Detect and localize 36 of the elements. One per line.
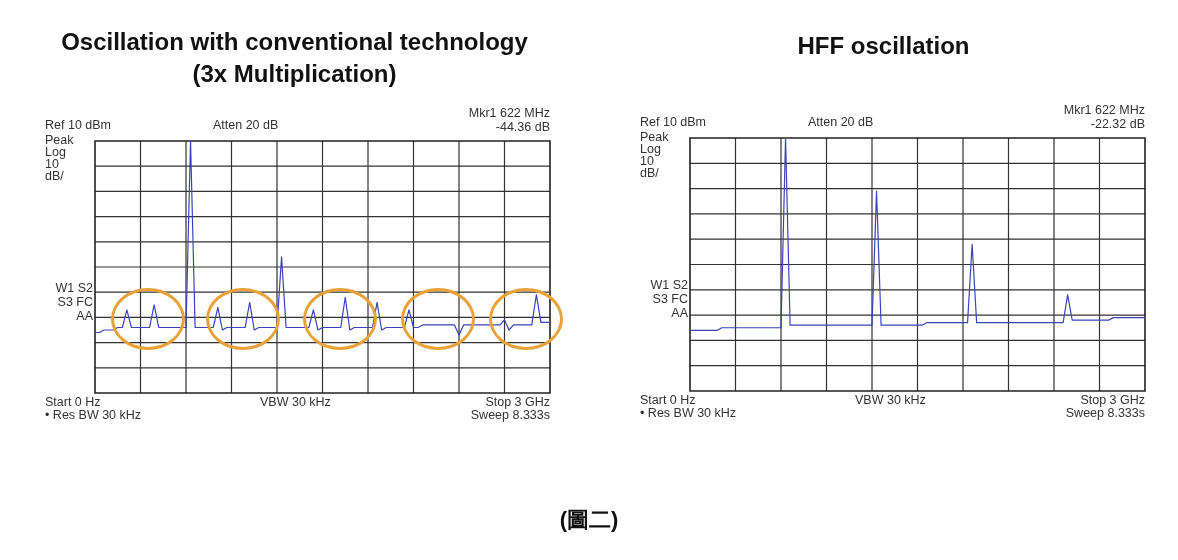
text: 10 <box>640 154 654 168</box>
text: Atten 20 dB <box>213 118 279 132</box>
chart-subtitle: (3x Multiplication) <box>191 60 398 88</box>
text: -22.32 dB <box>1090 117 1145 131</box>
text: Atten 20 dB <box>808 115 874 129</box>
text: Log <box>640 142 661 156</box>
text: AA <box>76 309 93 323</box>
text: • Res BW 30 kHz <box>640 406 737 420</box>
text: Sweep 8.333s <box>470 408 550 422</box>
text: Start 0 Hz <box>45 395 101 409</box>
text: Start 0 Hz <box>640 393 696 407</box>
text: Sweep 8.333s <box>1065 406 1145 420</box>
text: (圖二) <box>558 506 620 534</box>
text: Stop 3 GHz <box>485 395 550 409</box>
text: Peak <box>640 130 669 144</box>
chart-title: HFF oscillation <box>796 32 971 60</box>
text: W1 S2 <box>55 281 93 295</box>
text: S3 FC <box>57 295 93 309</box>
text: dB/ <box>45 169 64 183</box>
text: VBW 30 kHz <box>260 395 331 409</box>
text: Log <box>45 145 66 159</box>
text: S3 FC <box>652 292 688 306</box>
text: VBW 30 kHz <box>855 393 926 407</box>
text: Mkr1 622 MHz <box>1063 103 1145 117</box>
chart-title: Oscillation with conventional technology <box>60 28 529 56</box>
text: Ref 10 dBm <box>640 115 707 129</box>
text: dB/ <box>640 166 659 180</box>
text: W1 S2 <box>650 278 688 292</box>
text: • Res BW 30 kHz <box>45 408 142 422</box>
text: AA <box>671 306 688 320</box>
text: Stop 3 GHz <box>1080 393 1145 407</box>
text: 10 <box>45 157 59 171</box>
text: Ref 10 dBm <box>45 118 112 132</box>
text: -44.36 dB <box>495 120 550 134</box>
text: Mkr1 622 MHz <box>468 106 550 120</box>
text: Peak <box>45 133 74 147</box>
